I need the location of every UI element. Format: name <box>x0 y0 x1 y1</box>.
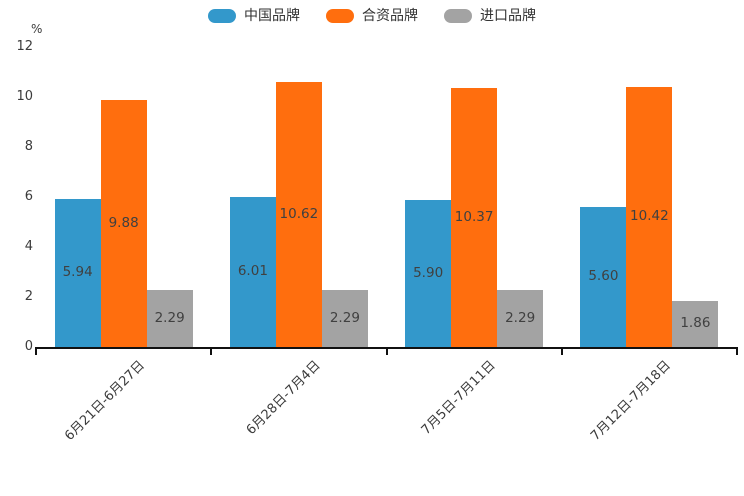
y-tick-label: 6 <box>24 189 33 204</box>
bar-value-label: 5.60 <box>588 268 619 285</box>
bar: 2.29 <box>497 289 544 347</box>
legend: 中国品牌 合资品牌 进口品牌 <box>0 8 744 23</box>
y-tick-label: 12 <box>16 39 33 54</box>
bar-value-label: 6.01 <box>237 263 268 280</box>
bar: 1.86 <box>672 300 719 347</box>
bar-value-label: 1.86 <box>680 315 711 331</box>
bar: 10.37 <box>451 87 498 347</box>
bar: 10.62 <box>275 81 322 347</box>
bar: 2.29 <box>321 289 368 347</box>
y-tick-label: 10 <box>16 89 33 104</box>
x-axis-tick <box>210 349 213 355</box>
bar: 2.29 <box>146 289 193 347</box>
bar-value-label: 2.29 <box>329 309 360 326</box>
x-axis-tick <box>560 349 563 355</box>
legend-swatch-icon <box>208 8 236 23</box>
x-axis-tick <box>385 349 388 355</box>
bar-value-label: 5.94 <box>62 264 93 280</box>
bar-value-label: 10.42 <box>630 208 669 224</box>
legend-swatch-icon <box>326 8 354 23</box>
x-axis-tick <box>35 349 37 355</box>
x-axis-line <box>35 347 738 349</box>
x-category-label: 6月28日-7月4日 <box>243 358 324 438</box>
x-category-label: 7月5日-7月11日 <box>418 358 499 438</box>
bar-value-label: 2.29 <box>505 309 536 326</box>
bar-value-label: 9.88 <box>108 214 139 231</box>
bar: 6.01 <box>229 196 276 347</box>
y-tick-label: 0 <box>24 339 33 354</box>
y-axis-unit-label: % <box>31 22 43 36</box>
bar: 10.42 <box>626 86 673 347</box>
y-tick-label: 2 <box>24 289 33 304</box>
legend-item-label: 进口品牌 <box>480 8 536 24</box>
x-category-label: 7月12日-7月18日 <box>588 358 674 444</box>
legend-item-label: 中国品牌 <box>244 8 300 24</box>
bar-value-label: 5.90 <box>413 264 444 281</box>
legend-item[interactable]: 合资品牌 <box>326 8 418 23</box>
legend-item-label: 合资品牌 <box>362 8 418 24</box>
bar: 9.88 <box>100 100 147 347</box>
bar-value-label: 10.62 <box>279 205 319 222</box>
y-tick-label: 8 <box>24 139 33 154</box>
y-tick-label: 4 <box>24 239 33 254</box>
legend-item[interactable]: 中国品牌 <box>208 8 300 23</box>
bar-value-label: 10.37 <box>454 208 494 225</box>
bar: 5.90 <box>405 199 452 347</box>
x-category-label: 6月21日-6月27日 <box>62 358 149 444</box>
bar: 5.60 <box>580 207 627 347</box>
legend-swatch-icon <box>444 8 472 23</box>
x-axis-tick <box>736 349 738 355</box>
bar-value-label: 2.29 <box>154 309 185 326</box>
legend-item[interactable]: 进口品牌 <box>444 8 536 23</box>
bar: 5.94 <box>54 198 101 347</box>
